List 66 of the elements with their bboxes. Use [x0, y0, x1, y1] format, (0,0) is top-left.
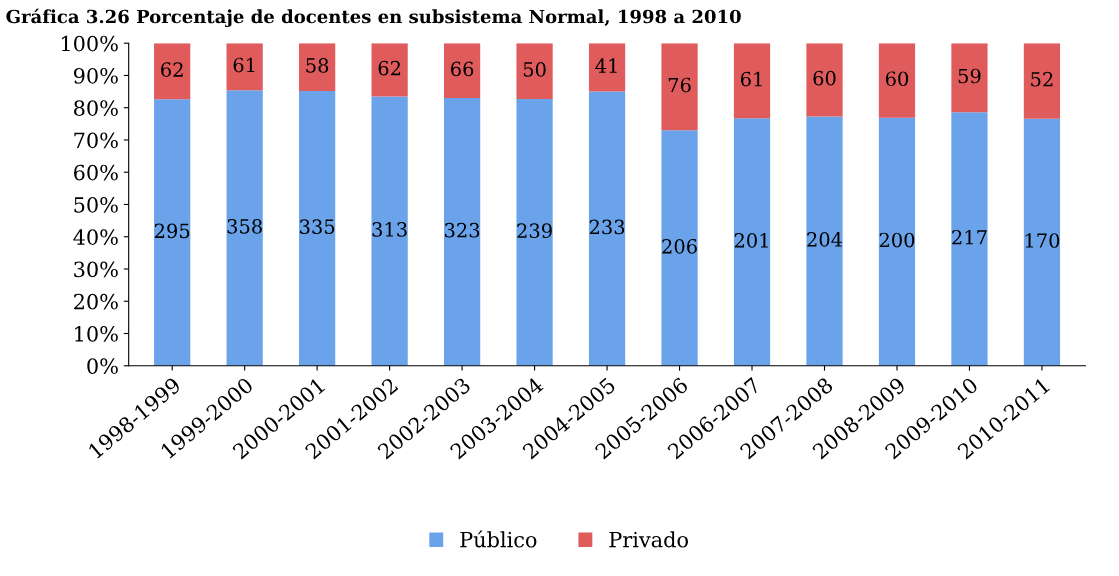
- annotation: 313: [372, 222, 407, 237]
- y-tick-label: 40%: [73, 229, 118, 245]
- bar: [1023, 43, 1061, 119]
- y-tick-label: 0%: [87, 358, 118, 374]
- y-tick-label: 50%: [74, 196, 118, 213]
- annotation: 58: [306, 58, 329, 73]
- bar: [371, 43, 408, 97]
- bar: [951, 43, 988, 113]
- annotation: 50: [523, 62, 546, 77]
- bar: [154, 43, 191, 100]
- bar: [806, 43, 843, 117]
- annotation: 62: [378, 60, 401, 76]
- bar: [516, 43, 553, 99]
- annotation: 233: [589, 219, 625, 235]
- y-tick-label: 90%: [73, 67, 118, 84]
- annotation: 41: [595, 58, 617, 73]
- bar: [661, 43, 698, 131]
- bar: [733, 43, 771, 119]
- chart-title: Gráfica 3.26 Porcentaje de docentes en subsistema Normal, 1998 a 2010: [6, 8, 741, 28]
- y-tick-label: 20%: [74, 293, 118, 310]
- annotation: 62: [161, 62, 183, 77]
- bar: [154, 99, 191, 366]
- annotation: 323: [445, 222, 480, 238]
- annotation: 206: [662, 238, 697, 254]
- y-tick-label: 30%: [74, 261, 118, 278]
- bar: [733, 118, 771, 366]
- annotation: 204: [807, 232, 843, 247]
- annotation: 52: [1031, 71, 1053, 87]
- legend-label: Público: [460, 530, 537, 548]
- y-tick-label: 100%: [61, 35, 118, 52]
- annotation: 61: [233, 57, 255, 73]
- bar: [516, 99, 553, 366]
- bar: [371, 96, 408, 366]
- annotation: 217: [952, 229, 987, 245]
- annotation: 295: [154, 223, 190, 239]
- bar: [226, 43, 263, 91]
- annotation: 358: [227, 218, 262, 234]
- annotation: 59: [958, 68, 981, 84]
- annotation: 335: [300, 219, 335, 234]
- annotation: 201: [734, 232, 768, 248]
- bar: [299, 90, 336, 366]
- bar: [806, 116, 843, 366]
- y-tick-label: 60%: [74, 164, 118, 181]
- bar: [226, 90, 263, 366]
- bar: [878, 117, 916, 366]
- annotation: 76: [668, 77, 691, 93]
- bar: [299, 43, 336, 91]
- bar: [951, 112, 988, 366]
- bar: [588, 43, 626, 92]
- annotation: 170: [1025, 233, 1060, 248]
- y-tick-label: 10%: [75, 325, 118, 342]
- bar: [1023, 118, 1061, 366]
- y-tick-label: 70%: [74, 132, 118, 149]
- legend-label: Privado: [609, 531, 688, 548]
- annotation: 60: [813, 70, 836, 86]
- bar: [878, 43, 916, 118]
- y-tick-label: 80%: [74, 100, 118, 116]
- bar: [443, 98, 481, 366]
- bar: [443, 43, 481, 99]
- annotation: 200: [879, 232, 915, 248]
- annotation: 66: [451, 61, 474, 77]
- annotation: 61: [740, 71, 762, 87]
- bar: [588, 91, 626, 366]
- annotation: 239: [517, 223, 552, 239]
- bar: [661, 130, 698, 366]
- annotation: 60: [885, 71, 909, 87]
